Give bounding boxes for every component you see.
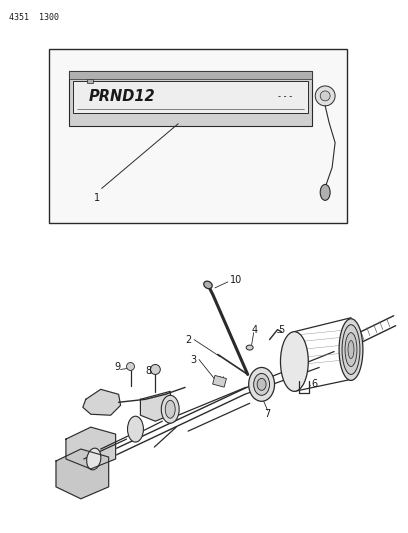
Ellipse shape xyxy=(246,345,253,350)
Circle shape xyxy=(315,86,335,106)
Ellipse shape xyxy=(165,400,175,418)
Text: 1: 1 xyxy=(94,193,100,204)
Circle shape xyxy=(126,362,135,370)
Ellipse shape xyxy=(339,319,363,381)
Bar xyxy=(69,71,312,79)
Bar xyxy=(73,81,308,113)
Text: 5: 5 xyxy=(278,325,285,335)
Text: 4351  1300: 4351 1300 xyxy=(9,13,59,22)
Text: 6: 6 xyxy=(311,379,317,390)
Text: 10: 10 xyxy=(230,275,242,285)
Polygon shape xyxy=(83,389,121,415)
Text: 2: 2 xyxy=(185,335,191,345)
Bar xyxy=(87,79,93,83)
Text: 4: 4 xyxy=(252,325,258,335)
Ellipse shape xyxy=(86,448,101,470)
Ellipse shape xyxy=(345,333,357,367)
Bar xyxy=(213,375,226,387)
Ellipse shape xyxy=(254,374,270,395)
Polygon shape xyxy=(66,427,115,469)
Circle shape xyxy=(320,91,330,101)
Polygon shape xyxy=(140,391,172,421)
Text: 3: 3 xyxy=(190,354,196,365)
Text: PRND12: PRND12 xyxy=(89,90,155,104)
Ellipse shape xyxy=(348,341,354,359)
Polygon shape xyxy=(56,449,109,499)
Bar xyxy=(49,49,347,223)
Text: 8: 8 xyxy=(145,367,151,376)
Text: 7: 7 xyxy=(264,409,271,419)
Text: - - -: - - - xyxy=(279,92,293,101)
Ellipse shape xyxy=(204,281,212,289)
Ellipse shape xyxy=(342,325,360,375)
Ellipse shape xyxy=(320,184,330,200)
Ellipse shape xyxy=(280,332,308,391)
Ellipse shape xyxy=(257,378,266,390)
Text: 9: 9 xyxy=(115,362,121,373)
Ellipse shape xyxy=(161,395,179,423)
Circle shape xyxy=(151,365,160,375)
Ellipse shape xyxy=(128,416,144,442)
Bar xyxy=(69,71,312,126)
Ellipse shape xyxy=(249,367,275,401)
